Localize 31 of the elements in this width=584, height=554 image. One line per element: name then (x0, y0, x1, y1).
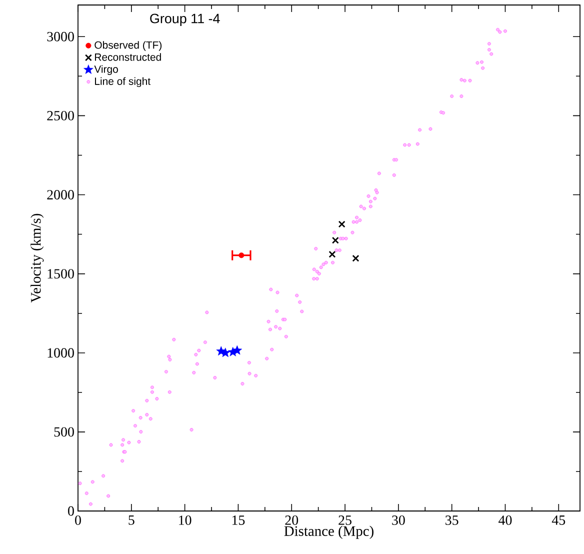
point (232, 345, 242, 355)
y-tick-label: 0 (68, 506, 74, 516)
x-tick-label: 10 (179, 516, 192, 525)
y-tick-label: 2500 (47, 110, 74, 120)
point (338, 220, 346, 228)
x-tick-label: 25 (338, 516, 352, 525)
x-tick-label: 30 (392, 516, 405, 525)
point (238, 252, 244, 258)
y-tick-label: 3000 (47, 32, 74, 42)
point (328, 250, 336, 258)
x-tick-label: 40 (498, 516, 512, 525)
y-tick-label: 500 (54, 427, 74, 437)
legend-label: Observed (TF) (94, 41, 162, 51)
point (352, 254, 360, 262)
legend-label: Line of sight (95, 77, 150, 88)
y-tick-label: 2000 (47, 190, 74, 200)
x-tick-label: 5 (128, 516, 134, 525)
x-tick-label: 15 (232, 516, 245, 525)
point (332, 236, 339, 244)
y-tick-label: 1000 (48, 348, 74, 358)
x-tick-label: 35 (446, 516, 458, 525)
x-tick-label: 0 (75, 516, 81, 525)
point (220, 348, 230, 358)
legend-label: Reconstructed (95, 53, 161, 61)
x-axis-title: Distance (Mpc) (284, 526, 374, 539)
x-tick-label: 20 (285, 516, 298, 525)
legend-title: Group 11 -4 (150, 14, 220, 26)
y-tick-label: 1500 (48, 269, 74, 279)
y-axis-title: Velocity (km/s) (30, 214, 44, 303)
legend-label: Virgo (94, 65, 118, 75)
x-tick-label: 45 (552, 516, 566, 525)
